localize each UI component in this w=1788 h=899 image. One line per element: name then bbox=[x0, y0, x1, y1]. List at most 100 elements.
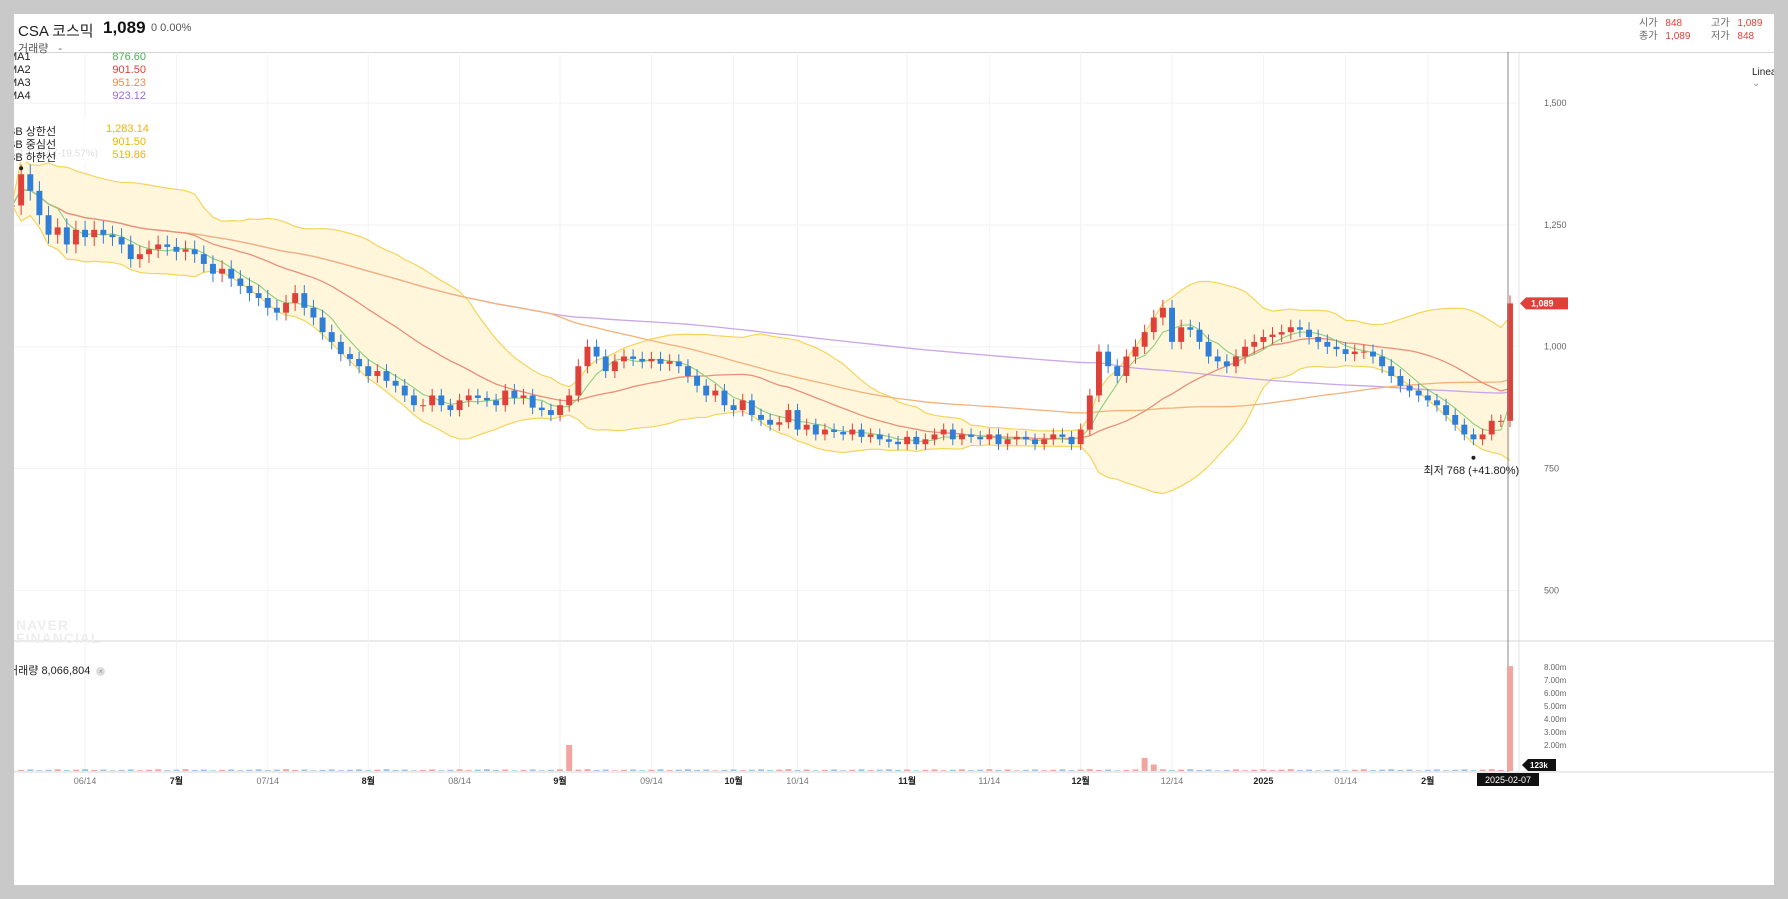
y-tick-label: 1,000 bbox=[1544, 342, 1567, 352]
volume-bar bbox=[1068, 770, 1075, 771]
candle bbox=[630, 349, 637, 367]
candle bbox=[1205, 334, 1212, 364]
close-icon[interactable]: × bbox=[96, 667, 106, 676]
volume-bar bbox=[1260, 769, 1267, 771]
candle bbox=[310, 299, 317, 326]
candle bbox=[1059, 428, 1066, 443]
candle-body bbox=[621, 356, 627, 362]
candle bbox=[511, 383, 518, 405]
candle bbox=[520, 388, 527, 405]
volume-info: 거래량 - bbox=[18, 40, 62, 56]
y-tick-label: 500 bbox=[1544, 585, 1559, 595]
volume-tick-label: 6.00m bbox=[1544, 689, 1567, 698]
volume-bar bbox=[931, 769, 938, 771]
candle bbox=[812, 418, 819, 441]
candle-body bbox=[502, 390, 509, 406]
candle bbox=[1324, 334, 1331, 355]
candle-body bbox=[1497, 420, 1504, 422]
volume-bar bbox=[264, 770, 271, 771]
candle bbox=[895, 435, 901, 451]
price-chart[interactable]: 최고 1,354 (-19.57%)최저 768 (+41.80%)1,5001… bbox=[14, 14, 1774, 885]
volume-bar bbox=[502, 769, 509, 771]
candle-body bbox=[118, 237, 125, 245]
volume-bar bbox=[456, 769, 463, 771]
candle-body bbox=[72, 229, 79, 245]
volume-bar bbox=[922, 769, 929, 771]
candle bbox=[1406, 378, 1413, 398]
watermark-logo: NAVER FINANCIAL bbox=[16, 617, 101, 646]
volume-bar bbox=[1123, 769, 1130, 771]
candle-body bbox=[639, 358, 646, 362]
candle bbox=[328, 324, 335, 350]
candle bbox=[529, 388, 536, 415]
x-tick-label: 8월 bbox=[362, 775, 375, 786]
candle bbox=[949, 423, 956, 446]
candle bbox=[429, 388, 436, 412]
volume-bar bbox=[36, 770, 43, 771]
volume-bar bbox=[45, 769, 52, 771]
candle bbox=[995, 428, 1002, 451]
volume-bar bbox=[776, 769, 783, 771]
candle bbox=[255, 285, 262, 307]
volume-bar bbox=[410, 770, 417, 771]
candle bbox=[109, 225, 116, 247]
x-tick-label: 11/14 bbox=[978, 776, 1000, 786]
volume-bar bbox=[301, 769, 308, 771]
candle bbox=[831, 423, 838, 439]
candle-body bbox=[1296, 327, 1303, 330]
candle bbox=[1333, 339, 1340, 357]
candle bbox=[1360, 344, 1367, 359]
candle bbox=[1269, 327, 1276, 345]
candle bbox=[730, 398, 737, 417]
scale-mode-selector[interactable]: Linear ⌄ bbox=[1752, 67, 1774, 89]
high-marker bbox=[19, 166, 24, 171]
candle-body bbox=[1114, 366, 1121, 376]
candle bbox=[748, 393, 755, 422]
candle bbox=[721, 383, 728, 412]
candle-body bbox=[584, 346, 591, 367]
volume-bar bbox=[420, 769, 427, 771]
candle bbox=[200, 245, 207, 273]
candle bbox=[155, 235, 162, 259]
candle bbox=[767, 413, 774, 431]
candle bbox=[675, 354, 682, 374]
candle-body bbox=[1488, 420, 1495, 435]
candle bbox=[383, 364, 390, 388]
volume-bar bbox=[1287, 769, 1294, 771]
x-tick-label: 10/14 bbox=[786, 776, 809, 786]
candle-body bbox=[182, 249, 189, 252]
candle bbox=[1488, 414, 1495, 441]
y-tick-label: 1,250 bbox=[1544, 220, 1567, 230]
volume-bar bbox=[876, 769, 883, 771]
candle-body bbox=[885, 439, 892, 442]
x-tick-label: 2025 bbox=[1253, 776, 1273, 786]
volume-bar bbox=[986, 769, 993, 771]
volume-bar bbox=[155, 769, 162, 771]
candle bbox=[922, 433, 929, 451]
candle bbox=[1287, 319, 1294, 340]
candle bbox=[283, 294, 289, 321]
candle bbox=[703, 378, 710, 403]
volume-bar bbox=[1370, 770, 1376, 771]
volume-bar bbox=[1004, 769, 1011, 771]
candle bbox=[1415, 383, 1422, 403]
candle-body bbox=[36, 190, 43, 216]
candle bbox=[1507, 295, 1513, 427]
candle-body bbox=[812, 424, 819, 435]
candle-body bbox=[1077, 429, 1084, 445]
candle-body bbox=[730, 405, 737, 411]
candle bbox=[54, 218, 61, 244]
volume-bar bbox=[1461, 769, 1468, 771]
candle bbox=[447, 398, 454, 417]
candle-body bbox=[246, 285, 253, 294]
candle bbox=[502, 383, 509, 412]
candle-body bbox=[776, 422, 783, 425]
volume-bar bbox=[447, 769, 454, 771]
volume-bar bbox=[803, 769, 810, 771]
volume-bar bbox=[584, 769, 591, 771]
candle-body bbox=[356, 358, 363, 367]
candle-body bbox=[666, 361, 673, 364]
volume-bar bbox=[1406, 769, 1413, 771]
volume-bar bbox=[136, 770, 143, 771]
